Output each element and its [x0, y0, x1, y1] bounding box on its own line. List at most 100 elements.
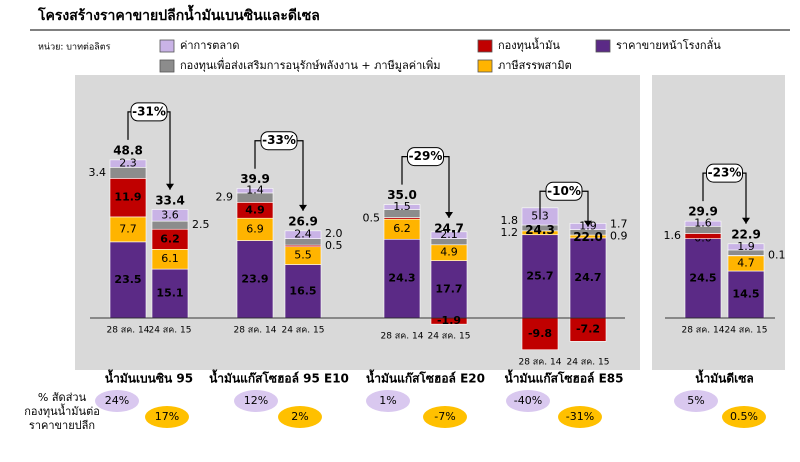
bar-segment: [430, 231, 468, 239]
value-label: 2.0: [325, 227, 343, 240]
change-label: -33%: [262, 133, 296, 147]
share-oval: [423, 406, 467, 428]
date-label: 28 สค. 14: [681, 326, 724, 336]
value-label: 6.1: [161, 252, 179, 265]
value-label: 1.5: [393, 200, 411, 213]
change-label: -31%: [132, 104, 166, 118]
value-label: 4.9: [245, 203, 265, 216]
change-label: -10%: [547, 184, 581, 198]
bar-segment: [383, 204, 421, 210]
total-label: 29.9: [688, 205, 718, 219]
share-oval: [506, 390, 550, 412]
bar-segment: [236, 240, 274, 319]
share-label: 0.5%: [730, 410, 758, 423]
date-label: 24 สค. 15: [148, 326, 191, 336]
legend-swatch: [477, 59, 493, 73]
value-label: 6.9: [246, 222, 264, 235]
bar-segment: [383, 238, 421, 319]
value-label: 7.7: [119, 222, 137, 235]
bar-segment: [236, 188, 274, 194]
legend-label: ราคาขายหน้าโรงกลั่น: [616, 37, 721, 52]
value-label: 0.1: [768, 249, 786, 262]
total-label: 33.4: [155, 193, 185, 207]
change-arrow: [254, 140, 304, 211]
legend-swatch: [159, 59, 175, 73]
value-label: 4.9: [440, 246, 458, 259]
value-label: 0.9: [610, 230, 628, 243]
date-label: 24 สค. 15: [281, 326, 324, 336]
value-label: -1.9: [437, 314, 461, 327]
arrow-head: [166, 183, 174, 190]
share-caption: ราคาขายปลีก: [29, 419, 95, 432]
change-box: [706, 163, 743, 183]
value-label: 24.5: [689, 271, 716, 284]
bar-segment: [684, 220, 722, 227]
share-label: 2%: [291, 410, 308, 423]
value-label: 2.5: [192, 218, 210, 231]
change-arrow: [702, 172, 747, 224]
value-label: 3.4: [89, 166, 107, 179]
change-label: -23%: [708, 166, 742, 180]
value-label: 1.4: [246, 184, 264, 197]
total-label: 35.0: [387, 188, 417, 202]
value-label: 25.7: [526, 269, 553, 282]
value-label: 0.5: [325, 239, 343, 252]
date-label: 28 สค. 14: [380, 332, 423, 342]
arrow-head: [742, 217, 750, 224]
value-label: 5.5: [294, 249, 312, 262]
bar-segment: [727, 270, 765, 319]
value-label: 1.9: [737, 240, 755, 253]
legend-swatch: [477, 39, 493, 53]
share-label: -31%: [566, 410, 594, 423]
legend-label: ค่าการตลาด: [180, 39, 240, 52]
value-label: 15.1: [156, 287, 183, 300]
change-arrow: [539, 190, 589, 227]
date-label: 28 สค. 14: [233, 326, 276, 336]
date-label: 24 สค. 15: [724, 326, 767, 336]
total-label: 48.8: [113, 143, 143, 157]
value-label: 2.9: [216, 191, 234, 204]
value-label: 2.3: [119, 157, 137, 170]
legend-label: กองทุนน้ำมัน: [498, 37, 560, 52]
legend-label: ภาษีสรรพสามิต: [498, 59, 572, 72]
value-label: 6.2: [160, 232, 180, 245]
group-label: น้ำมันแก๊สโซฮอล์ E20: [366, 369, 485, 386]
arrow-head: [584, 220, 592, 227]
total-label: 39.9: [240, 172, 270, 186]
bar-segment: [727, 243, 765, 251]
share-caption: % สัดส่วน: [38, 391, 87, 404]
share-oval: [278, 406, 322, 428]
change-box: [545, 181, 583, 201]
total-label: 22.9: [731, 227, 761, 241]
value-label: 16.5: [289, 284, 316, 297]
share-label: 1%: [379, 394, 396, 407]
arrow-head: [299, 204, 307, 211]
change-arrow: [401, 156, 450, 218]
value-label: 1.2: [501, 226, 519, 239]
value-label: 11.9: [114, 191, 141, 204]
group-label: น้ำมันดีเซล: [695, 369, 753, 386]
value-label: 23.9: [241, 272, 268, 285]
change-box: [407, 147, 444, 167]
value-label: 1.6: [664, 229, 682, 242]
value-label: 4.7: [737, 256, 755, 269]
value-label: -7.2: [576, 323, 600, 336]
share-oval: [722, 406, 766, 428]
change-label: -29%: [409, 149, 443, 163]
legend-swatch: [595, 39, 611, 53]
value-label: -9.8: [528, 327, 552, 340]
share-oval: [366, 390, 410, 412]
value-label: 6.2: [393, 222, 411, 235]
total-label: 24.3: [525, 223, 555, 237]
value-label: 1.8: [501, 214, 519, 227]
change-arrow: [127, 111, 171, 190]
bar-segment: [569, 237, 607, 319]
date-label: 24 สค. 15: [566, 357, 609, 367]
value-label: 2.4: [294, 228, 312, 241]
bar-segment: [151, 209, 189, 222]
value-label: 1.6: [694, 217, 712, 230]
bar-segment: [430, 260, 468, 319]
value-label: 0.5: [363, 211, 381, 224]
bar-segment: [109, 178, 147, 218]
